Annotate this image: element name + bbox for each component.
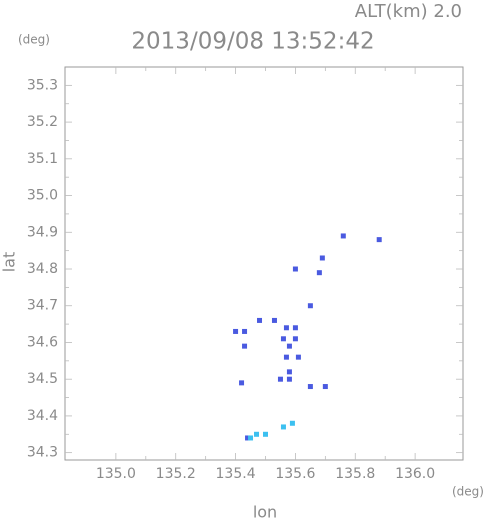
echo-cell bbox=[316, 270, 322, 276]
x-tick-label: 135.0 bbox=[96, 466, 136, 482]
x-unit: (deg) bbox=[452, 485, 484, 499]
echo-cell bbox=[295, 354, 301, 360]
y-tick-label: 34.9 bbox=[27, 224, 58, 240]
echo-cell bbox=[262, 431, 268, 437]
y-tick-label: 34.3 bbox=[27, 445, 58, 461]
echo-cell bbox=[292, 336, 298, 342]
echo-cell bbox=[248, 435, 254, 441]
echo-cell bbox=[271, 317, 277, 323]
y-tick-label: 35.3 bbox=[27, 77, 58, 93]
echo-cell bbox=[242, 328, 248, 334]
y-tick-label: 34.5 bbox=[27, 371, 58, 387]
echo-cell bbox=[286, 343, 292, 349]
x-tick-label: 135.2 bbox=[156, 466, 196, 482]
chart-title: 2013/09/08 13:52:42 bbox=[131, 29, 374, 55]
y-tick-label: 34.8 bbox=[27, 261, 58, 277]
echo-cell bbox=[286, 369, 292, 375]
echo-cell bbox=[292, 266, 298, 272]
x-tick-label: 136.0 bbox=[395, 466, 435, 482]
echo-cell bbox=[242, 343, 248, 349]
y-tick-label: 35.0 bbox=[27, 188, 58, 204]
x-tick-label: 135.8 bbox=[335, 466, 375, 482]
echo-cell bbox=[277, 376, 283, 382]
echo-cell bbox=[239, 380, 245, 386]
echo-cell bbox=[280, 424, 286, 430]
y-tick-label: 34.6 bbox=[27, 334, 58, 350]
echo-cell bbox=[233, 328, 239, 334]
x-tick-label: 135.4 bbox=[216, 466, 256, 482]
y-axis-label: lat bbox=[0, 252, 19, 273]
echo-cell bbox=[245, 435, 251, 441]
echo-cell bbox=[283, 354, 289, 360]
plot-frame bbox=[64, 66, 464, 461]
echo-cell bbox=[376, 237, 382, 243]
echo-cell bbox=[322, 384, 328, 390]
y-tick-label: 34.4 bbox=[27, 408, 58, 424]
echo-cell bbox=[307, 384, 313, 390]
y-tick-label: 35.2 bbox=[27, 114, 58, 130]
echo-cell bbox=[289, 420, 295, 426]
y-tick-label: 35.1 bbox=[27, 151, 58, 167]
echo-cell bbox=[280, 336, 286, 342]
x-axis-label: lon bbox=[253, 503, 277, 521]
x-tick-label: 135.6 bbox=[275, 466, 315, 482]
echo-cell bbox=[307, 303, 313, 309]
echo-cell bbox=[340, 233, 346, 239]
y-unit: (deg) bbox=[18, 33, 50, 47]
y-tick-label: 34.7 bbox=[27, 298, 58, 314]
echo-cell bbox=[257, 317, 263, 323]
echo-cell bbox=[283, 325, 289, 331]
echo-cell bbox=[254, 431, 260, 437]
echo-cell bbox=[319, 255, 325, 261]
echo-cell bbox=[286, 376, 292, 382]
chart-subtitle: ALT(km) 2.0 bbox=[355, 1, 462, 22]
echo-cell bbox=[292, 325, 298, 331]
